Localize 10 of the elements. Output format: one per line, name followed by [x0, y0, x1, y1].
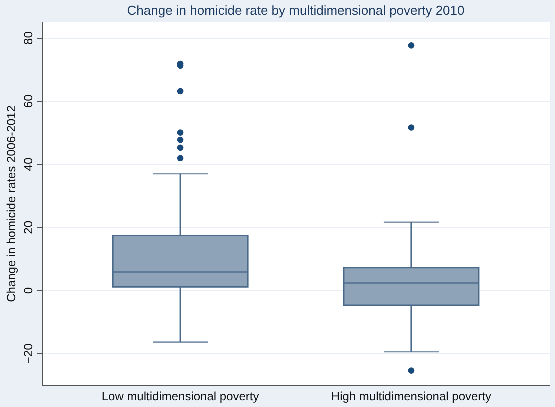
y-tick-label: 0: [22, 287, 36, 294]
x-tick-label: High multidimensional poverty: [331, 390, 492, 404]
y-tick-label: 40: [22, 158, 36, 172]
x-tick-label: Low multidimensional poverty: [102, 390, 260, 404]
y-tick-label: 80: [22, 31, 36, 45]
y-axis-title: Change in homicide rates 2006-2012: [4, 105, 18, 302]
y-tick-label: 60: [22, 94, 36, 108]
y-tick-label: 20: [22, 220, 36, 234]
chart-title: Change in homicide rate by multidimensional poverty 2010: [127, 3, 465, 18]
y-tick-label: −20: [22, 343, 36, 364]
